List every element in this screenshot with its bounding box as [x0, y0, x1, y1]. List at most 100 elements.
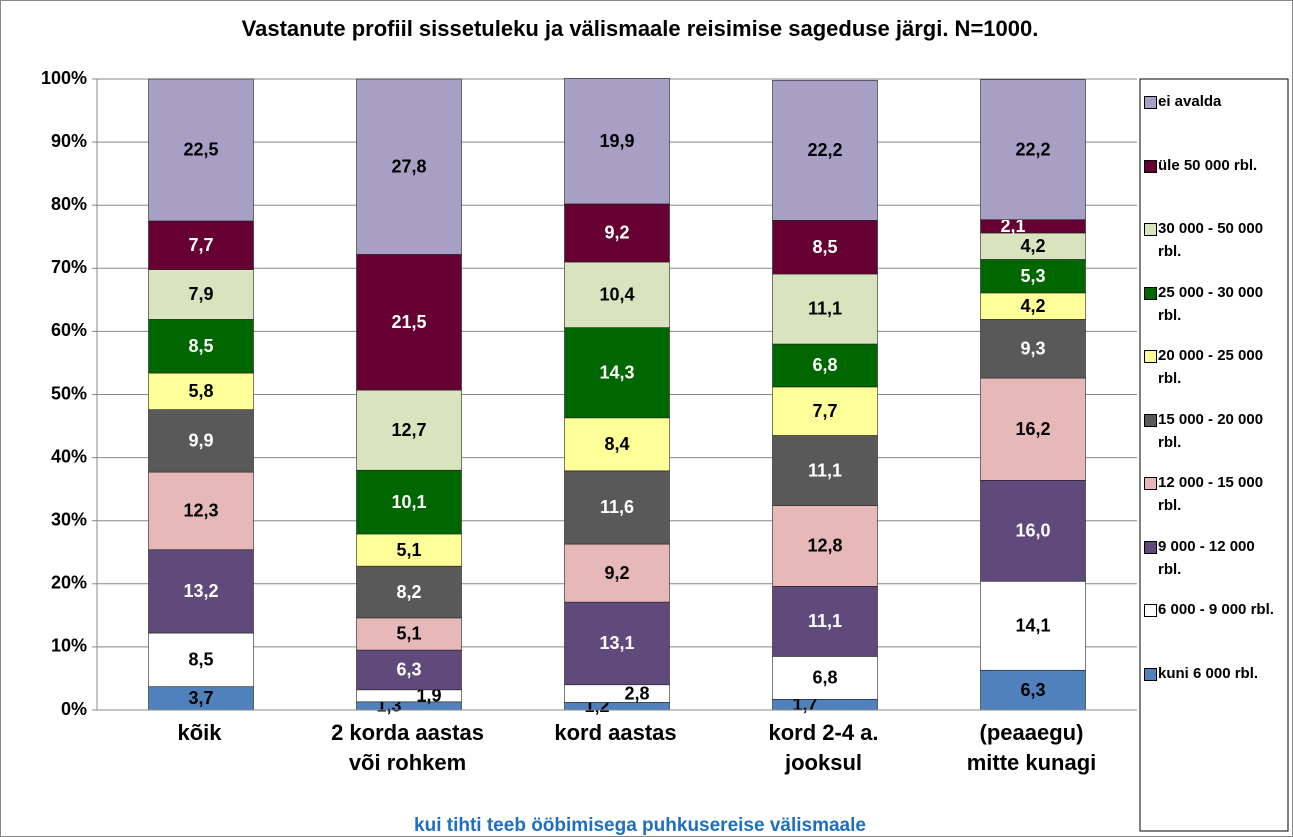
legend-label: 25 000 - 30 000 rbl. — [1158, 283, 1264, 324]
y-tick-label: 40% — [51, 446, 87, 466]
value-label: 7,7 — [188, 235, 213, 255]
bar-segment — [772, 386, 878, 436]
y-tick-label: 60% — [51, 320, 87, 340]
bar-segment — [356, 617, 462, 651]
value-label: 5,1 — [396, 540, 421, 560]
value-label: 1,9 — [416, 686, 441, 706]
bar-segment — [564, 203, 670, 263]
bar-segment — [148, 409, 254, 473]
bar-segment — [772, 220, 878, 275]
bar-segment — [980, 79, 1086, 221]
bar-segment — [148, 78, 254, 222]
value-label: 5,8 — [188, 381, 213, 401]
value-label: 12,8 — [807, 536, 842, 556]
value-label: 13,2 — [183, 581, 218, 601]
value-label: 22,2 — [1015, 139, 1050, 159]
bar-segment — [980, 259, 1086, 294]
y-tick-label: 0% — [61, 699, 87, 719]
bar-segment — [356, 254, 462, 391]
bar-segment — [356, 689, 462, 703]
bar-segment — [148, 269, 254, 320]
legend-swatch — [1144, 350, 1157, 363]
legend-label: üle 50 000 rbl. — [1158, 156, 1258, 174]
legend-label: 15 000 - 20 000 rbl. — [1158, 410, 1264, 451]
bar-segment — [564, 543, 670, 603]
legend-label: 20 000 - 25 000 rbl. — [1158, 347, 1264, 387]
bar-segment — [772, 343, 878, 388]
legend-label: 9 000 - 12 000 rbl. — [1158, 537, 1255, 578]
bar-segment — [564, 684, 670, 703]
legend-label: ei avalda — [1158, 93, 1222, 110]
value-label: 8,5 — [188, 336, 213, 356]
legend-swatch — [1144, 159, 1157, 173]
bar-segment — [564, 601, 670, 686]
bar-segment — [980, 480, 1086, 582]
value-label: 12,7 — [391, 420, 426, 440]
legend-swatch — [1144, 604, 1157, 617]
value-label: 6,8 — [812, 668, 837, 688]
y-tick-label: 30% — [51, 509, 87, 529]
value-label: 8,5 — [812, 237, 837, 257]
y-tick-label: 20% — [51, 573, 87, 593]
bar-segment — [148, 220, 254, 270]
legend-swatch — [1144, 413, 1157, 427]
value-label: 11,6 — [600, 497, 634, 517]
value-label: 6,3 — [396, 660, 421, 680]
value-label: 19,9 — [599, 131, 634, 151]
value-label: 4,2 — [1020, 236, 1045, 256]
legend-swatch — [1144, 286, 1157, 300]
value-label: 5,3 — [1020, 266, 1045, 286]
y-tick-label: 10% — [51, 636, 87, 656]
value-label: 10,1 — [391, 492, 426, 512]
bar-segment — [980, 377, 1086, 481]
legend-swatch — [1144, 540, 1157, 554]
value-label: 14,1 — [1015, 616, 1050, 636]
bar-segment — [980, 292, 1086, 320]
bar-segment — [148, 632, 254, 687]
value-label: 7,7 — [812, 401, 837, 421]
bar-segment — [564, 470, 670, 545]
y-tick-label: 90% — [51, 131, 87, 151]
value-label: 8,5 — [188, 650, 213, 670]
value-label: 3,7 — [188, 688, 213, 708]
bar-segment — [148, 319, 254, 374]
value-label: 22,2 — [807, 140, 842, 160]
y-tick-label: 70% — [51, 257, 87, 277]
bar-segment — [564, 78, 670, 205]
bar-segment — [148, 471, 254, 551]
bar-segment — [356, 533, 462, 567]
value-label: 2,8 — [624, 683, 649, 703]
value-label: 9,3 — [1020, 339, 1045, 359]
legend-label: 12 000 - 15 000 rbl. — [1158, 474, 1264, 514]
bar-segment — [772, 586, 878, 657]
bar-segment — [356, 649, 462, 691]
bar-segment — [148, 372, 254, 410]
bar-segment — [356, 389, 462, 471]
legend-swatch — [1144, 223, 1157, 236]
value-label: 22,5 — [183, 140, 218, 160]
value-label: 4,2 — [1020, 296, 1045, 316]
bar-segment — [980, 219, 1086, 234]
value-label: 12,3 — [183, 501, 218, 521]
bar-segment — [356, 565, 462, 619]
value-label: 6,3 — [1020, 680, 1045, 700]
legend-label: 30 000 - 50 000 rbl. — [1158, 220, 1264, 260]
value-label: 7,9 — [188, 284, 213, 304]
bar-segment — [980, 319, 1086, 379]
value-label: 16,0 — [1015, 521, 1050, 541]
value-label: 11,1 — [808, 299, 842, 319]
bar-segment — [564, 327, 670, 419]
x-tick-label: kord 2-4 a. jooksul — [768, 720, 879, 775]
x-axis-title: kui tihti teeb ööbimisega puhkusereise v… — [414, 815, 866, 836]
legend-box — [1139, 78, 1289, 832]
bar-segment — [356, 78, 462, 255]
value-label: 13,1 — [599, 633, 634, 653]
bar-segment — [772, 79, 878, 221]
y-tick-label: 80% — [51, 194, 87, 214]
value-label: 9,9 — [188, 431, 213, 451]
value-label: 10,4 — [599, 285, 634, 305]
value-label: 9,2 — [604, 563, 629, 583]
bar-segment — [980, 232, 1086, 260]
